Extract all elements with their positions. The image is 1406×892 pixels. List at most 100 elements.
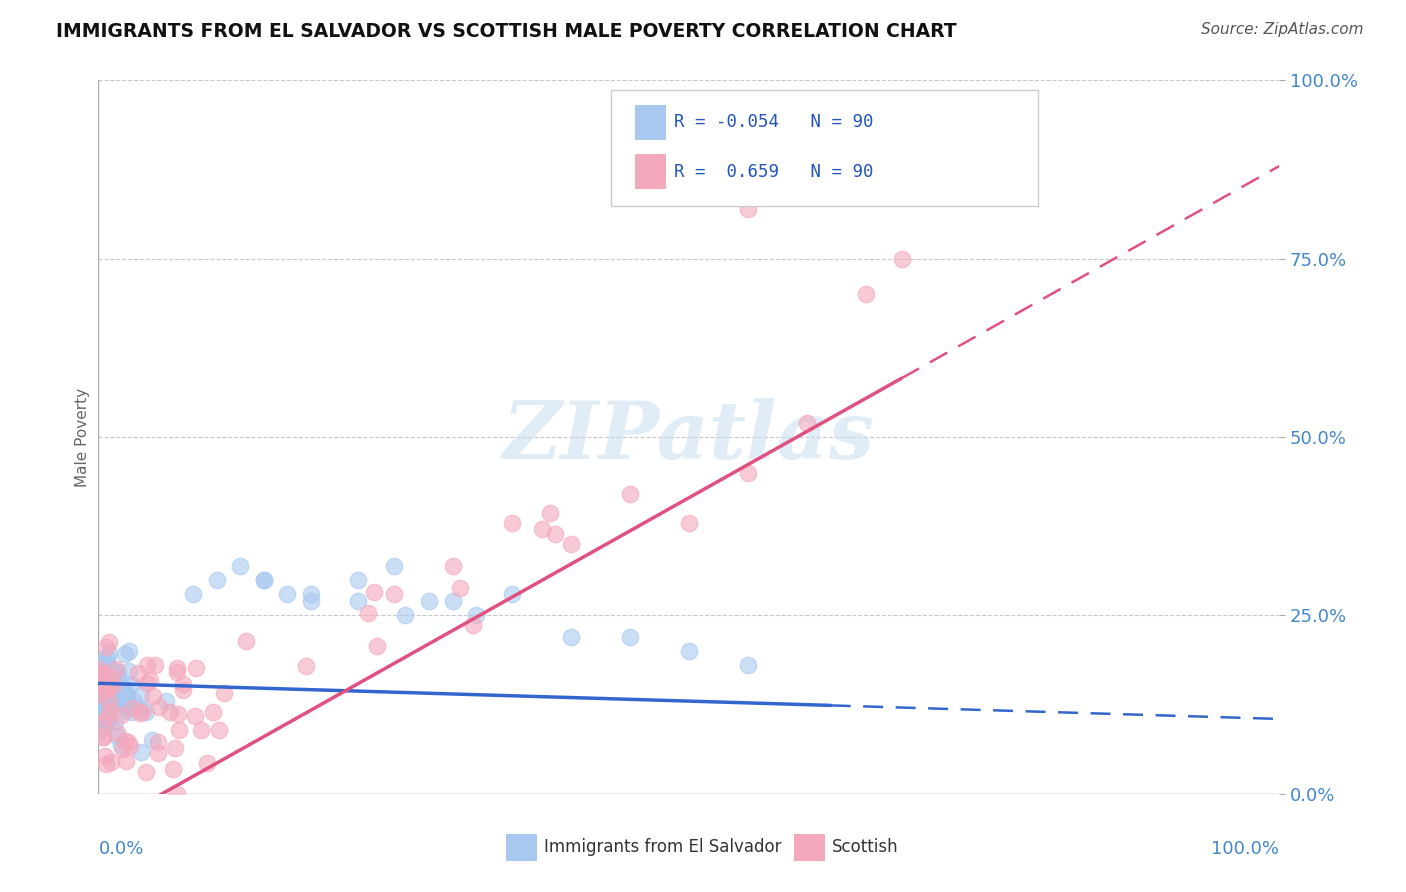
Point [117,734,139,748]
Point [100,670,122,684]
Point [737,466,759,480]
Point [100,755,122,769]
Point [115,686,138,700]
Point [166,665,188,680]
Point [501,516,523,530]
Point [619,487,641,501]
Point [382,587,405,601]
Point [93,714,115,729]
Point [796,416,818,430]
Point [98,712,121,726]
Point [89,678,111,692]
Point [122,700,145,714]
Point [93,698,115,712]
Point [560,537,582,551]
Point [356,606,378,620]
Point [98,711,121,725]
Point [91,695,114,709]
Point [110,738,132,752]
Point [89,692,111,706]
Point [363,584,385,599]
Point [208,723,231,737]
Point [98,635,121,649]
Point [114,648,136,662]
Point [96,657,118,671]
Point [98,690,121,704]
Point [107,696,129,710]
Point [90,667,112,681]
Point [131,705,153,719]
Point [212,686,235,700]
Point [181,587,204,601]
Point [141,733,163,747]
Point [96,681,118,695]
Point [114,754,136,768]
Point [118,739,141,754]
Point [110,685,132,699]
Point [94,682,117,697]
Point [299,594,322,608]
Point [93,731,115,745]
Point [235,633,257,648]
Point [441,558,464,573]
Point [678,644,700,658]
Point [97,672,120,686]
Text: Source: ZipAtlas.com: Source: ZipAtlas.com [1201,22,1364,37]
Point [190,723,212,737]
Point [97,685,120,699]
Point [229,558,252,573]
Point [89,687,111,701]
Point [184,661,207,675]
Point [145,658,167,673]
Point [538,506,561,520]
Point [737,202,759,216]
Point [449,582,471,596]
Point [105,726,128,740]
Point [89,682,111,697]
Point [101,684,124,698]
Point [104,715,127,730]
Point [91,673,114,687]
Point [347,594,370,608]
Point [159,706,181,720]
Point [97,713,120,727]
Point [93,711,115,725]
Point [90,674,112,689]
Point [98,673,121,688]
Point [162,762,184,776]
Point [94,756,117,771]
Point [678,516,700,530]
Point [737,658,759,673]
Point [91,684,114,698]
Point [105,694,128,708]
Point [93,672,115,686]
Point [120,677,142,691]
Point [138,673,160,687]
Point [93,667,115,681]
Point [104,662,127,676]
Point [820,159,842,173]
Text: R = -0.054   N = 90: R = -0.054 N = 90 [675,113,873,131]
Text: 100.0%: 100.0% [1212,840,1279,858]
Point [94,718,117,732]
Point [105,729,128,743]
Point [165,740,187,755]
Point [112,690,135,705]
Point [100,697,122,711]
Point [97,706,120,721]
Point [129,701,152,715]
Point [117,703,139,717]
Point [465,608,488,623]
Point [135,706,157,720]
Point [110,708,132,723]
Point [129,688,152,702]
Point [87,662,110,676]
Point [103,676,125,690]
Point [97,694,120,708]
Point [94,640,117,654]
Point [112,698,135,713]
Point [146,735,169,749]
Point [101,673,124,688]
Point [135,657,157,672]
Point [855,287,877,301]
